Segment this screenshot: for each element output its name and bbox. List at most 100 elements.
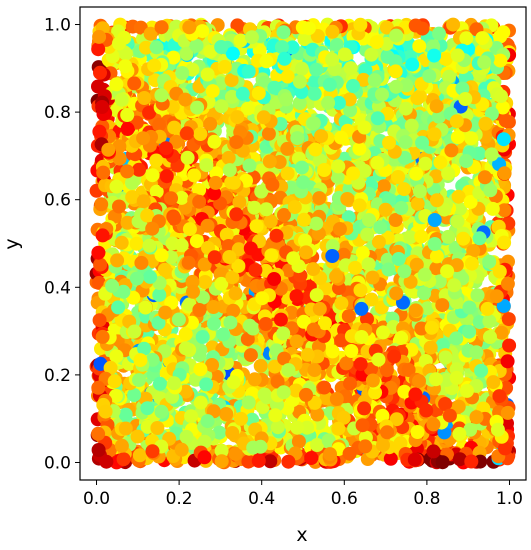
scatter-point	[261, 126, 276, 141]
scatter-point	[219, 407, 234, 421]
scatter-point	[460, 383, 474, 398]
scatter-point	[112, 139, 127, 154]
scatter-point	[129, 236, 144, 251]
scatter-point	[259, 202, 274, 217]
scatter-point	[355, 245, 370, 260]
scatter-point	[360, 227, 375, 242]
scatter-point	[273, 312, 288, 327]
scatter-point	[297, 32, 312, 47]
scatter-point	[482, 254, 497, 269]
scatter-point	[294, 160, 309, 175]
scatter-point	[199, 377, 214, 392]
scatter-point	[299, 387, 313, 402]
scatter-point	[388, 213, 403, 227]
scatter-point	[171, 312, 186, 327]
scatter-point	[426, 417, 441, 432]
scatter-point	[270, 374, 285, 389]
scatter-point	[240, 101, 255, 116]
scatter-point	[242, 158, 257, 173]
scatter-point	[376, 438, 390, 453]
scatter-point	[164, 191, 178, 206]
scatter-point	[329, 37, 344, 52]
scatter-point	[391, 252, 406, 266]
scatter-point	[94, 197, 109, 212]
scatter-point	[263, 454, 278, 469]
scatter-point	[285, 40, 300, 55]
scatter-point	[343, 376, 357, 391]
scatter-point	[308, 142, 323, 157]
scatter-point	[375, 408, 390, 423]
scatter-point	[438, 397, 453, 411]
scatter-point	[389, 79, 404, 94]
scatter-point	[92, 124, 107, 139]
scatter-point	[222, 163, 237, 178]
scatter-point	[452, 452, 467, 467]
scatter-point	[357, 120, 372, 135]
scatter-point	[358, 439, 373, 454]
scatter-point	[429, 249, 444, 264]
scatter-point	[247, 372, 262, 387]
scatter-point	[427, 213, 442, 227]
scatter-point	[256, 110, 271, 125]
scatter-point	[259, 54, 274, 69]
scatter-point	[178, 327, 193, 341]
scatter-point	[212, 425, 227, 440]
scatter-point	[319, 391, 334, 406]
scatter-point	[167, 376, 182, 391]
scatter-point	[357, 401, 372, 416]
scatter-point	[334, 333, 349, 348]
scatter-point	[446, 17, 461, 32]
scatter-point	[297, 212, 311, 227]
scatter-point	[142, 105, 157, 120]
scatter-point	[95, 100, 110, 114]
scatter-point	[243, 241, 258, 256]
scatter-point	[452, 426, 467, 441]
scatter-point	[492, 389, 507, 404]
scatter-point	[334, 296, 349, 311]
scatter-point	[142, 238, 157, 253]
scatter-point	[292, 96, 307, 111]
scatter-point	[132, 373, 146, 388]
scatter-point	[157, 262, 172, 277]
scatter-point	[112, 36, 126, 51]
scatter-point	[339, 356, 354, 371]
scatter-point	[427, 288, 442, 303]
scatter-point	[383, 451, 398, 466]
scatter-point	[348, 260, 363, 275]
scatter-points	[89, 17, 517, 470]
scatter-point	[329, 392, 344, 406]
scatter-point	[429, 99, 444, 114]
scatter-point	[433, 155, 448, 170]
scatter-point	[314, 129, 329, 144]
scatter-point	[145, 168, 160, 183]
scatter-point	[199, 158, 214, 173]
scatter-point	[449, 370, 464, 385]
scatter-point	[451, 399, 466, 414]
scatter-point	[116, 284, 131, 299]
scatter-point	[289, 289, 304, 304]
scatter-point	[341, 309, 356, 324]
scatter-point	[310, 407, 325, 422]
scatter-point	[93, 65, 107, 80]
scatter-point	[365, 270, 380, 285]
scatter-point	[401, 363, 416, 377]
scatter-point	[355, 418, 370, 433]
scatter-point	[214, 40, 229, 54]
scatter-point	[208, 175, 223, 190]
scatter-point	[438, 52, 453, 67]
scatter-point	[486, 375, 501, 390]
scatter-point	[269, 228, 284, 243]
scatter-point	[462, 300, 477, 315]
scatter-point	[398, 135, 413, 150]
scatter-point	[422, 69, 437, 83]
scatter-point	[373, 220, 388, 235]
scatter-point	[114, 92, 129, 107]
scatter-point	[466, 244, 481, 259]
scatter-point	[241, 454, 256, 469]
scatter-point	[423, 340, 438, 355]
scatter-point	[240, 332, 255, 347]
scatter-point	[441, 166, 456, 181]
scatter-point	[228, 446, 243, 461]
scatter-point	[96, 165, 111, 180]
scatter-point	[342, 92, 357, 107]
